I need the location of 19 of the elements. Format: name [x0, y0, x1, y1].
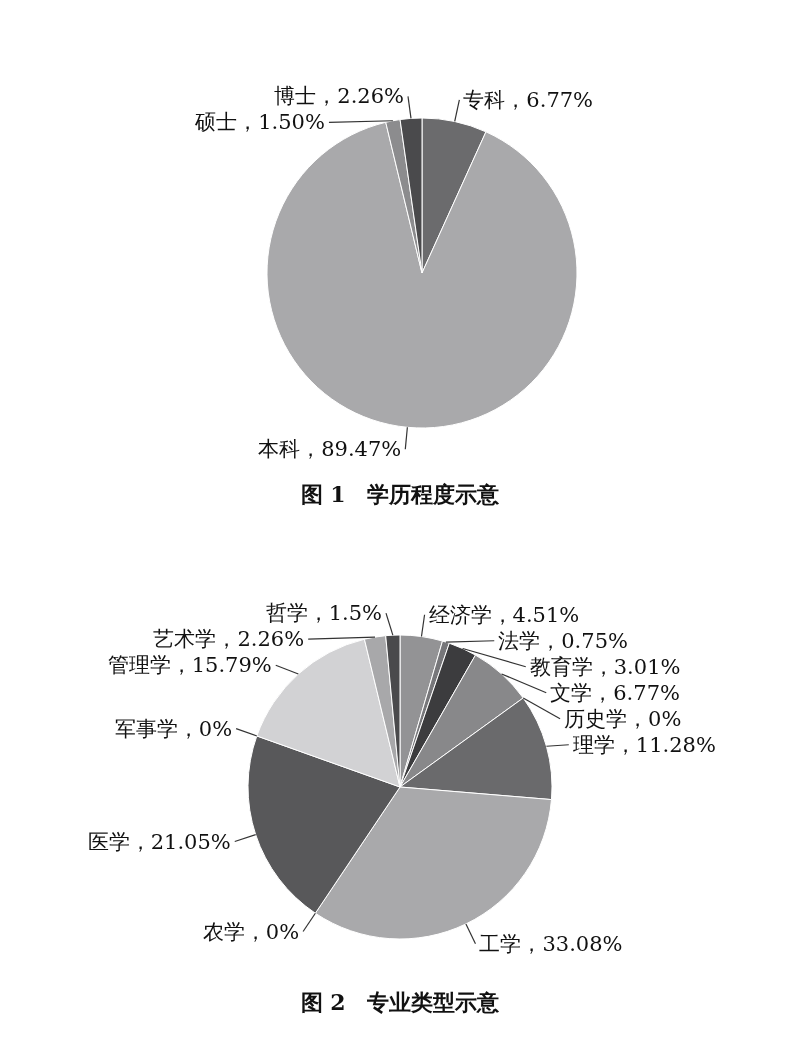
slice-label: 专科，6.77%	[463, 87, 594, 112]
slice-label: 博士，2.26%	[274, 84, 404, 109]
slice-label: 理学，11.28%	[572, 732, 716, 757]
text: 图 2 专业类型示意	[300, 989, 501, 1015]
slice-label: 文学，6.77%	[550, 680, 680, 705]
slice-label: 工学，33.08%	[479, 931, 623, 956]
slice-label: 哲学，1.5%	[265, 601, 382, 626]
slice-label: 法学，0.75%	[498, 628, 628, 653]
slice-label: 艺术学，2.26%	[153, 627, 305, 652]
slice-label: 硕士，1.50%	[194, 110, 325, 135]
category-label: 历史学，0%	[564, 706, 682, 731]
text: 图 1 学历程度示意	[300, 481, 501, 507]
slice-label: 医学，21.05%	[87, 829, 231, 854]
slice-label: 管理学，15.79%	[107, 653, 272, 678]
slice-label: 本科，89.47%	[258, 437, 402, 462]
slice-label: 教育学，3.01%	[529, 654, 681, 679]
slice-label: 经济学，4.51%	[428, 602, 580, 627]
legend-label: 农学，0%	[202, 919, 300, 944]
legend-label: 军事学，0%	[114, 716, 233, 741]
